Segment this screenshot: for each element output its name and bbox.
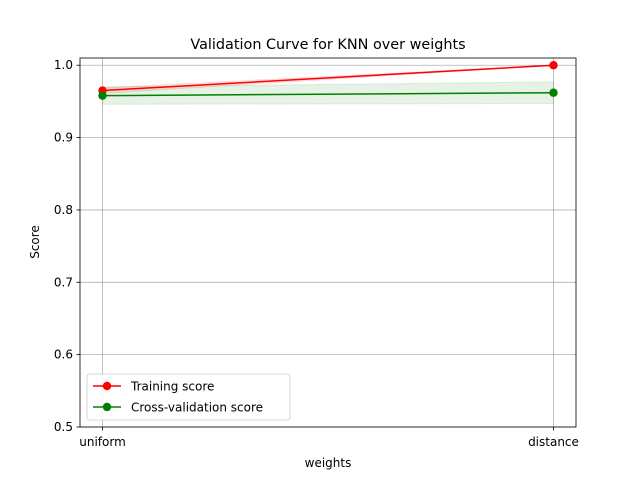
cv-score-point [549, 88, 558, 97]
plot-frame [79, 57, 577, 428]
legend-cv-label: Cross-validation score [131, 401, 263, 415]
training-score-line [102, 64, 554, 92]
legend-box [86, 373, 291, 421]
x-axis-ticks: uniform distance [79, 427, 579, 449]
y-tick-label: 0.5 [54, 420, 73, 434]
series-lines [102, 64, 554, 97]
training-score-point [549, 61, 558, 70]
y-tick-label: 0.6 [54, 348, 73, 362]
cv-score-point [98, 91, 107, 100]
chart-title: Validation Curve for KNN over weights [190, 37, 465, 53]
y-tick-label: 0.7 [54, 275, 73, 289]
x-tick-label: distance [528, 435, 579, 449]
y-tick-label: 0.8 [54, 203, 73, 217]
legend-training-marker [102, 381, 112, 391]
y-tick-label: 1.0 [54, 58, 73, 72]
x-tick-label: uniform [79, 435, 126, 449]
y-axis-ticks: 0.5 0.6 0.7 0.8 0.9 1.0 [54, 58, 80, 434]
cv-score-line [102, 91, 554, 97]
legend-cv-marker [102, 402, 112, 412]
y-tick-label: 0.9 [54, 131, 73, 145]
y-axis-label: Score [28, 225, 42, 259]
legend-training-label: Training score [130, 380, 214, 394]
legend: Training score Cross-validation score [86, 373, 291, 421]
x-axis-label: weights [305, 456, 352, 470]
legend-items: Training score Cross-validation score [93, 380, 263, 415]
series-points [98, 61, 558, 100]
